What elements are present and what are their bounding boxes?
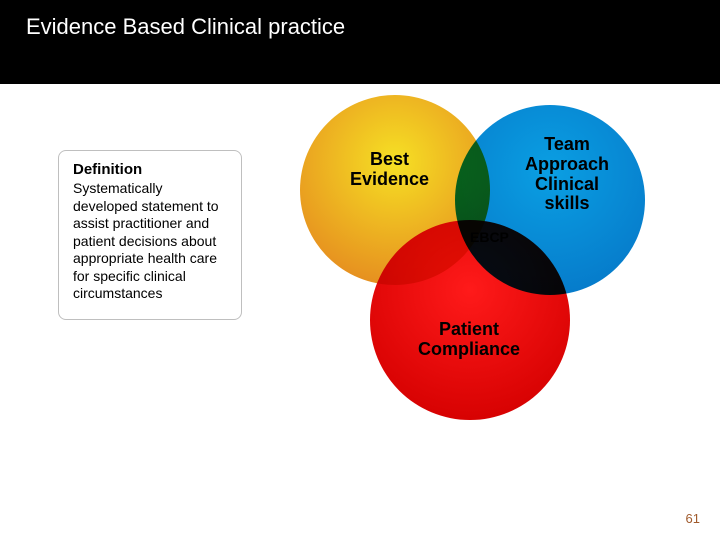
page-number: 61 — [686, 511, 700, 526]
definition-body: Systematically developed statement to as… — [73, 180, 227, 303]
venn-label-best-evidence: Best Evidence — [350, 150, 429, 190]
venn-diagram: Best Evidence Team Approach Clinical ski… — [300, 95, 660, 435]
definition-box: Definition Systematically developed stat… — [58, 150, 242, 320]
venn-label-team-approach: Team Approach Clinical skills — [525, 135, 609, 214]
venn-center-label: EBCP — [470, 229, 509, 245]
venn-label-patient-compliance: Patient Compliance — [418, 320, 520, 360]
slide-title: Evidence Based Clinical practice — [26, 14, 720, 40]
title-band: Evidence Based Clinical practice — [0, 0, 720, 84]
definition-title: Definition — [73, 161, 227, 178]
